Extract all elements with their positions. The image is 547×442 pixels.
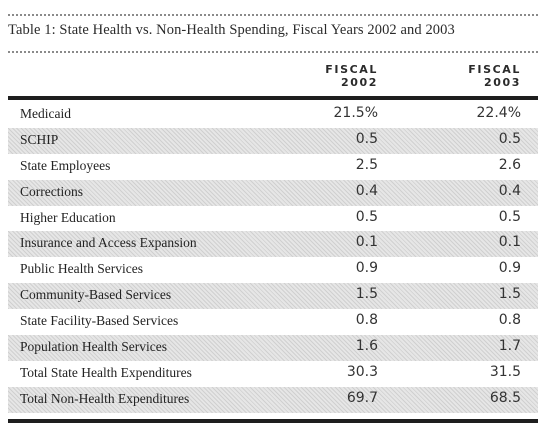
value-fy2003: 1.5 (498, 286, 521, 303)
value-fy2002: 30.3 (346, 363, 378, 380)
top-dotted-rule (8, 14, 538, 16)
value-fy2003: 1.7 (498, 338, 521, 355)
value-fy2003: 22.4% (476, 105, 521, 121)
table-row: State Employees 2.5 2.6 (8, 154, 538, 180)
value-fy2002: 0.8 (355, 312, 378, 329)
value-fy2003: 0.5 (498, 208, 521, 225)
table-row: Population Health Services 1.6 1.7 (8, 335, 538, 361)
table-row: Public Health Services 0.9 0.9 (8, 257, 538, 283)
column-header-line2: 2002 (340, 75, 378, 89)
value-fy2002: 1.5 (355, 286, 378, 303)
table-row: Higher Education 0.5 0.5 (8, 206, 538, 232)
value-fy2002: 0.9 (355, 260, 378, 277)
value-fy2003: 0.4 (498, 182, 521, 199)
table-row: Community-Based Services 1.5 1.5 (8, 283, 538, 310)
table-figure: Table 1: State Health vs. Non-Health Spe… (8, 0, 538, 442)
value-fy2002: 0.4 (355, 182, 378, 199)
value-fy2003: 68.5 (489, 389, 521, 406)
row-label: Total State Health Expenditures (20, 364, 192, 380)
column-header-line2: 2003 (483, 75, 521, 89)
footer-thick-rule (8, 419, 538, 423)
row-label: SCHIP (20, 131, 59, 147)
row-label: State Facility-Based Services (20, 313, 179, 329)
value-fy2003: 0.9 (498, 260, 521, 277)
column-header-fiscal-2003: FISCAL 2003 (401, 63, 521, 89)
row-label: Higher Education (20, 209, 116, 225)
table-row: Insurance and Access Expansion 0.1 0.1 (8, 231, 538, 258)
table-row: Total Non-Health Expenditures 69.7 68.5 (8, 386, 538, 413)
row-label: Medicaid (20, 106, 71, 121)
row-label: Public Health Services (20, 261, 143, 277)
table-body: Medicaid 21.5% 22.4% SCHIP 0.5 0.5 State… (8, 102, 538, 413)
header-thick-rule (8, 96, 538, 100)
value-fy2002: 0.1 (355, 234, 378, 251)
table-row: State Facility-Based Services 0.8 0.8 (8, 309, 538, 335)
value-fy2003: 0.8 (498, 312, 521, 329)
table-row: Medicaid 21.5% 22.4% (8, 102, 538, 128)
row-label: Population Health Services (20, 339, 167, 355)
value-fy2003: 0.5 (498, 130, 521, 147)
row-label: Community-Based Services (20, 287, 172, 303)
table-row: SCHIP 0.5 0.5 (8, 127, 538, 154)
row-label: Total Non-Health Expenditures (20, 390, 190, 406)
value-fy2002: 1.6 (355, 338, 378, 355)
value-fy2003: 2.6 (498, 156, 521, 173)
column-header-line1: FISCAL (468, 63, 521, 76)
value-fy2002: 2.5 (355, 156, 378, 173)
value-fy2002: 21.5% (333, 105, 378, 121)
value-fy2002: 0.5 (355, 208, 378, 225)
row-label: Corrections (20, 183, 83, 199)
row-label: State Employees (20, 157, 111, 173)
row-label: Insurance and Access Expansion (20, 235, 197, 251)
value-fy2002: 0.5 (355, 130, 378, 147)
table-row: Corrections 0.4 0.4 (8, 179, 538, 206)
table-title: Table 1: State Health vs. Non-Health Spe… (8, 22, 455, 38)
title-dotted-rule (8, 51, 538, 53)
column-header-fiscal-2002: FISCAL 2002 (258, 63, 378, 89)
value-fy2003: 0.1 (498, 234, 521, 251)
table-row: Total State Health Expenditures 30.3 31.… (8, 361, 538, 387)
value-fy2002: 69.7 (346, 389, 378, 406)
value-fy2003: 31.5 (489, 363, 521, 380)
column-header-line1: FISCAL (325, 63, 378, 76)
